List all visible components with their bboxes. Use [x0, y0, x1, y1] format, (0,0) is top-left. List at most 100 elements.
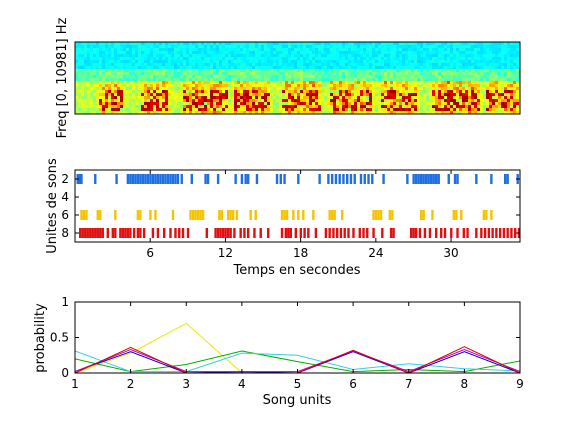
spectrogram-cell [450, 66, 453, 69]
spectrogram-cell [444, 63, 447, 66]
spectrogram-cell [426, 90, 429, 93]
spectrogram-cell [75, 57, 78, 60]
spectrogram-cell [84, 102, 87, 105]
unit-2-mark [414, 174, 418, 184]
spectrogram-cell [246, 72, 249, 75]
spectrogram-cell [444, 60, 447, 63]
spectrogram-cell [318, 81, 321, 84]
spectrogram-cell [399, 84, 402, 87]
spectrogram-cell [312, 90, 315, 93]
spectrogram-cell [402, 102, 405, 105]
x-tick-label: 30 [443, 246, 458, 260]
spectrogram-cell [255, 66, 258, 69]
spectrogram-cell [447, 108, 450, 111]
x-tick-label: 18 [293, 246, 308, 260]
spectrogram-cell [432, 48, 435, 51]
spectrogram-cell [366, 102, 369, 105]
spectrogram-cell [414, 72, 417, 75]
spectrogram-cell [126, 48, 129, 51]
spectrogram-cell [258, 57, 261, 60]
unit-8-mark [119, 228, 122, 238]
spectrogram-cell [90, 90, 93, 93]
spectrogram-cell [513, 105, 516, 108]
spectrogram-cell [504, 69, 507, 72]
spectrogram-cell [498, 54, 501, 57]
spectrogram-cell [108, 99, 111, 102]
spectrogram-cell [480, 48, 483, 51]
spectrogram-cell [237, 108, 240, 111]
spectrogram-cell [351, 81, 354, 84]
spectrogram-cell [201, 102, 204, 105]
spectrogram-cell [282, 111, 285, 114]
spectrogram-cell [138, 45, 141, 48]
spectrogram-cell [177, 75, 180, 78]
unit-6-mark [460, 210, 463, 220]
spectrogram-cell [108, 60, 111, 63]
spectrogram-cell [402, 48, 405, 51]
spectrogram-cell [387, 111, 390, 114]
spectrogram-cell [471, 54, 474, 57]
spectrogram-cell [510, 111, 513, 114]
spectrogram-cell [339, 105, 342, 108]
spectrogram-cell [147, 78, 150, 81]
spectrogram-cell [222, 48, 225, 51]
spectrogram-cell [315, 69, 318, 72]
spectrogram-cell [81, 87, 84, 90]
spectrogram-cell [162, 99, 165, 102]
spectrogram-cell [84, 51, 87, 54]
spectrogram-cell [102, 84, 105, 87]
spectrogram-cell [372, 63, 375, 66]
spectrogram-cell [234, 45, 237, 48]
spectrogram-cell [294, 54, 297, 57]
spectrogram-cell [411, 78, 414, 81]
spectrogram-cell [306, 96, 309, 99]
unit-8-mark [219, 228, 222, 238]
spectrogram-cell [249, 45, 252, 48]
spectrogram-cell [180, 93, 183, 96]
spectrogram-cell [168, 57, 171, 60]
spectrogram-cell [327, 81, 330, 84]
spectrogram-cell [87, 51, 90, 54]
spectrogram-cell [114, 99, 117, 102]
spectrogram-cell [213, 99, 216, 102]
spectrogram-cell [399, 81, 402, 84]
spectrogram-cell [369, 90, 372, 93]
spectrogram-cell [357, 48, 360, 51]
spectrogram-cell [228, 111, 231, 114]
units-ylabel: Unites de sons [45, 158, 60, 254]
spectrogram-cell [243, 93, 246, 96]
spectrogram-cell [483, 66, 486, 69]
spectrogram-cell [108, 102, 111, 105]
spectrogram-cell [240, 99, 243, 102]
spectrogram-cell [159, 51, 162, 54]
spectrogram-cell [210, 102, 213, 105]
spectrogram-cell [501, 81, 504, 84]
spectrogram-cell [237, 99, 240, 102]
spectrogram-cell [441, 102, 444, 105]
spectrogram-cell [186, 66, 189, 69]
spectrogram-cell [312, 78, 315, 81]
spectrogram-cell [330, 72, 333, 75]
spectrogram-cell [222, 54, 225, 57]
spectrogram-cell [474, 99, 477, 102]
spectrogram-cell [384, 105, 387, 108]
spectrogram-cell [234, 108, 237, 111]
spectrogram-cell [195, 69, 198, 72]
spectrogram-cell [420, 99, 423, 102]
spectrogram-cell [288, 102, 291, 105]
spectrogram-cell [423, 54, 426, 57]
spectrogram-cell [426, 51, 429, 54]
spectrogram-cell [162, 57, 165, 60]
spectrogram-cell [414, 87, 417, 90]
spectrogram-cell [504, 81, 507, 84]
unit-8-mark [94, 228, 97, 238]
spectrogram-cell [162, 51, 165, 54]
spectrogram-cell [231, 51, 234, 54]
spectrogram-cell [456, 84, 459, 87]
spectrogram-cell [426, 45, 429, 48]
spectrogram-cell [177, 93, 180, 96]
spectrogram-cell [414, 75, 417, 78]
spectrogram-cell [87, 108, 90, 111]
spectrogram-cell [366, 99, 369, 102]
spectrogram-cell [351, 99, 354, 102]
